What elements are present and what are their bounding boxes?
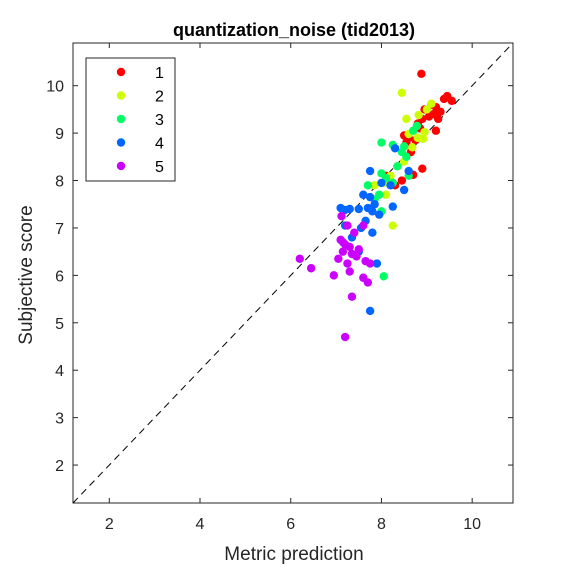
data-point-series-2	[388, 221, 397, 230]
legend-label-series-3: 3	[155, 112, 164, 129]
data-point-series-5	[340, 332, 350, 342]
data-point-series-2	[381, 190, 391, 199]
data-point-series-1	[417, 69, 426, 79]
data-point-series-1	[433, 114, 443, 124]
legend-label-series-5: 5	[155, 159, 164, 176]
legend-marker-series-2	[116, 91, 126, 100]
data-point-series-5	[352, 252, 361, 261]
legend-marker-series-3	[116, 114, 126, 124]
data-point-series-4	[386, 181, 395, 190]
data-point-series-5	[338, 247, 348, 256]
x-tick-label: 8	[377, 516, 386, 533]
x-tick-label: 4	[196, 516, 205, 533]
data-point-series-2	[418, 134, 428, 143]
data-point-series-2	[427, 99, 436, 108]
chart-title: quantization_noise (tid2013)	[173, 20, 415, 40]
data-point-series-4	[374, 210, 384, 219]
data-point-series-4	[390, 144, 400, 153]
points-layer	[295, 69, 456, 342]
legend-marker-series-5	[116, 161, 126, 171]
legend: 1 2 3 4 5	[85, 57, 176, 182]
data-point-series-4	[377, 178, 386, 188]
data-point-series-4	[365, 192, 375, 202]
data-point-series-1	[436, 107, 445, 116]
data-point-series-5	[334, 254, 343, 263]
data-point-series-4	[359, 190, 368, 199]
data-point-series-2	[397, 88, 407, 97]
x-axis-ticks: 2 4 6 8 10	[105, 43, 481, 533]
data-point-series-5	[343, 259, 352, 268]
legend-marker-series-1	[116, 67, 126, 77]
data-point-series-5	[350, 228, 359, 237]
data-point-series-2	[420, 127, 429, 137]
y-tick-label: 4	[55, 363, 64, 380]
legend-box	[85, 57, 176, 182]
data-point-series-4	[368, 228, 377, 237]
data-point-series-5	[345, 242, 354, 252]
y-tick-label: 10	[46, 79, 64, 96]
x-axis-label: Metric prediction	[224, 544, 363, 565]
data-point-series-4	[368, 207, 377, 216]
data-point-series-5	[347, 292, 357, 301]
legend-marker-series-4	[116, 138, 126, 147]
data-point-series-3	[377, 138, 386, 147]
data-point-series-5	[354, 245, 363, 254]
data-point-series-4	[372, 259, 382, 268]
y-tick-label: 7	[55, 221, 64, 238]
data-point-series-4	[336, 203, 345, 213]
y-tick-label: 6	[55, 268, 64, 285]
y-axis-ticks: 2 3 4 5 6 7 8 9 10	[46, 79, 513, 475]
data-point-series-2	[370, 181, 379, 190]
data-point-series-3	[363, 181, 373, 190]
legend-label-series-4: 4	[155, 136, 164, 153]
data-point-series-3	[379, 272, 388, 281]
legend-items: 1 2 3 4 5	[116, 65, 164, 176]
data-point-series-4	[370, 200, 379, 209]
y-tick-label: 9	[55, 126, 64, 143]
data-point-series-3	[402, 152, 411, 162]
data-point-series-5	[345, 267, 354, 276]
y-tick-label: 3	[55, 411, 64, 428]
data-point-series-5	[337, 211, 346, 221]
data-point-series-1	[424, 112, 434, 121]
data-point-series-2	[408, 143, 417, 152]
data-point-series-4	[365, 166, 375, 176]
data-point-series-1	[397, 176, 407, 185]
x-tick-label: 10	[463, 516, 481, 533]
data-point-series-1	[447, 96, 456, 106]
data-point-series-4	[399, 185, 409, 195]
data-point-series-3	[393, 162, 402, 171]
legend-label-series-1: 1	[155, 65, 164, 82]
y-tick-label: 8	[55, 174, 64, 191]
data-point-series-4	[365, 306, 375, 316]
data-point-series-2	[422, 105, 432, 114]
data-point-series-5	[343, 221, 352, 230]
data-point-series-2	[414, 110, 423, 120]
data-point-series-1	[418, 164, 427, 173]
data-point-series-5	[329, 271, 339, 280]
data-point-series-5	[338, 237, 348, 247]
data-point-series-4	[388, 202, 397, 211]
data-point-series-5	[365, 259, 375, 268]
data-point-series-5	[359, 221, 368, 230]
x-tick-label: 2	[105, 516, 114, 533]
legend-label-series-2: 2	[155, 89, 164, 106]
data-point-series-2	[402, 114, 411, 124]
y-axis-label: Subjective score	[16, 205, 37, 344]
x-tick-label: 6	[286, 516, 295, 533]
data-point-series-3	[412, 121, 422, 131]
y-tick-label: 2	[55, 458, 64, 475]
y-tick-label: 5	[55, 316, 64, 333]
data-point-series-1	[439, 94, 449, 104]
data-point-series-1	[431, 126, 441, 135]
data-point-series-4	[404, 166, 413, 176]
data-point-series-4	[354, 204, 363, 214]
data-point-series-5	[363, 278, 373, 287]
data-point-series-5	[295, 254, 305, 263]
data-point-series-5	[306, 264, 316, 273]
